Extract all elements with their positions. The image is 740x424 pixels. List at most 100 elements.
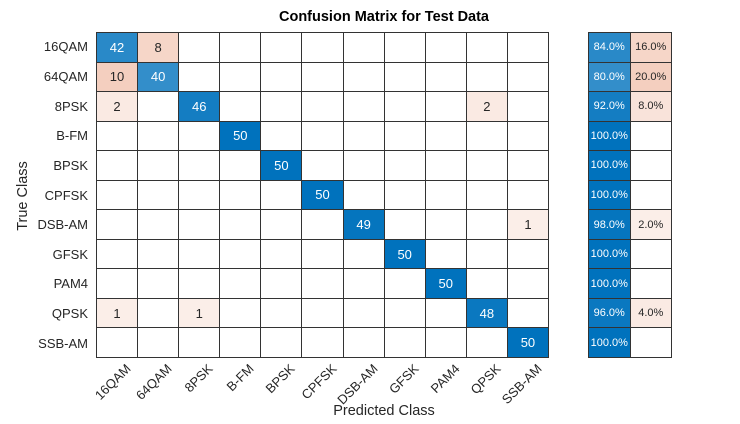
- matrix-cell: [261, 269, 302, 298]
- row-summary-incorrect-cell: 4.0%: [630, 298, 671, 328]
- matrix-cell: [384, 62, 425, 92]
- y-tick-label: DSB-AM: [37, 217, 88, 233]
- matrix-cell: 48: [466, 298, 507, 328]
- matrix-cell: [302, 298, 343, 328]
- matrix-cell: [97, 210, 138, 239]
- matrix-cell: [302, 33, 343, 62]
- matrix-cell: [507, 151, 548, 180]
- matrix-cell: [466, 121, 507, 151]
- matrix-cell: [261, 328, 302, 357]
- matrix-cell: 1: [179, 298, 220, 328]
- matrix-cell: [507, 92, 548, 121]
- matrix-cell: [302, 210, 343, 239]
- matrix-cell: [97, 180, 138, 210]
- matrix-cell: [425, 180, 466, 210]
- y-tick-label: B-FM: [56, 128, 88, 144]
- row-summary-correct-cell: 100.0%: [589, 151, 630, 180]
- row-summary-correct-cell: 92.0%: [589, 92, 630, 121]
- matrix-cell: [138, 180, 179, 210]
- matrix-cell: [466, 269, 507, 298]
- matrix-cell: [302, 239, 343, 269]
- row-summary-grid: 84.0% 16.0% 80.0% 20.0% 92.0% 8.0% 100.0% 100.0…: [588, 32, 672, 358]
- matrix-cell: 50: [261, 151, 302, 180]
- chart-title: Confusion Matrix for Test Data: [279, 9, 489, 25]
- row-summary-incorrect-cell: 20.0%: [630, 62, 671, 92]
- matrix-cell: [261, 121, 302, 151]
- row-summary-correct-cell: 100.0%: [589, 328, 630, 357]
- matrix-cell: 50: [384, 239, 425, 269]
- matrix-cell: [97, 239, 138, 269]
- row-summary-correct-cell: 100.0%: [589, 239, 630, 269]
- row-summary-incorrect-cell: 2.0%: [630, 210, 671, 239]
- matrix-cell: [466, 328, 507, 357]
- row-summary-correct-cell: 80.0%: [589, 62, 630, 92]
- matrix-cell: [425, 33, 466, 62]
- row-summary-incorrect-cell: 8.0%: [630, 92, 671, 121]
- row-summary-correct-cell: 100.0%: [589, 180, 630, 210]
- confusion-matrix-grid: 42 8 10 40 2 46 2 50 50 50 49 1 50 50 1 1 48 50: [96, 32, 549, 358]
- row-summary-correct-cell: 96.0%: [589, 298, 630, 328]
- matrix-cell: [138, 269, 179, 298]
- matrix-cell: [220, 210, 261, 239]
- matrix-cell: [384, 328, 425, 357]
- matrix-cell: [343, 180, 384, 210]
- matrix-cell: [220, 269, 261, 298]
- matrix-cell: [179, 328, 220, 357]
- matrix-cell: [302, 92, 343, 121]
- matrix-cell: [466, 180, 507, 210]
- matrix-cell: [302, 121, 343, 151]
- matrix-cell: [220, 33, 261, 62]
- matrix-cell: 1: [507, 210, 548, 239]
- matrix-cell: [343, 239, 384, 269]
- matrix-cell: [179, 269, 220, 298]
- matrix-cell: [507, 62, 548, 92]
- matrix-cell: [220, 151, 261, 180]
- y-tick-label: QPSK: [51, 306, 88, 322]
- matrix-cell: [220, 298, 261, 328]
- matrix-cell: [261, 92, 302, 121]
- matrix-cell: 46: [179, 92, 220, 121]
- matrix-cell: [302, 62, 343, 92]
- matrix-cell: [343, 62, 384, 92]
- matrix-cell: [466, 33, 507, 62]
- matrix-cell: [384, 33, 425, 62]
- matrix-cell: [138, 239, 179, 269]
- matrix-cell: [179, 239, 220, 269]
- y-tick-label: PAM4: [53, 276, 88, 292]
- matrix-cell: [302, 328, 343, 357]
- row-summary-incorrect-cell: [630, 239, 671, 269]
- matrix-cell: [261, 33, 302, 62]
- row-summary-correct-cell: 100.0%: [589, 121, 630, 151]
- matrix-cell: [220, 328, 261, 357]
- matrix-cell: [466, 239, 507, 269]
- matrix-cell: [179, 151, 220, 180]
- y-tick-label: 16QAM: [43, 39, 88, 55]
- matrix-cell: [302, 269, 343, 298]
- matrix-cell: [97, 328, 138, 357]
- matrix-cell: [179, 62, 220, 92]
- matrix-cell: [261, 62, 302, 92]
- matrix-cell: [138, 298, 179, 328]
- matrix-cell: 8: [138, 33, 179, 62]
- matrix-cell: [343, 33, 384, 62]
- matrix-cell: [384, 298, 425, 328]
- matrix-cell: [97, 269, 138, 298]
- matrix-cell: [343, 269, 384, 298]
- matrix-cell: 2: [97, 92, 138, 121]
- matrix-cell: 50: [507, 328, 548, 357]
- matrix-cell: 1: [97, 298, 138, 328]
- matrix-cell: [138, 121, 179, 151]
- matrix-cell: [507, 121, 548, 151]
- y-tick-labels: 16QAM 64QAM 8PSK B-FM BPSK CPFSK DSB-AM GFSK PAM…: [0, 32, 92, 358]
- matrix-cell: [425, 121, 466, 151]
- matrix-cell: [261, 210, 302, 239]
- matrix-cell: [384, 121, 425, 151]
- matrix-cell: 2: [466, 92, 507, 121]
- matrix-cell: [261, 298, 302, 328]
- matrix-cell: 49: [343, 210, 384, 239]
- matrix-cell: [425, 62, 466, 92]
- matrix-cell: [343, 298, 384, 328]
- matrix-cell: [343, 151, 384, 180]
- matrix-cell: [425, 328, 466, 357]
